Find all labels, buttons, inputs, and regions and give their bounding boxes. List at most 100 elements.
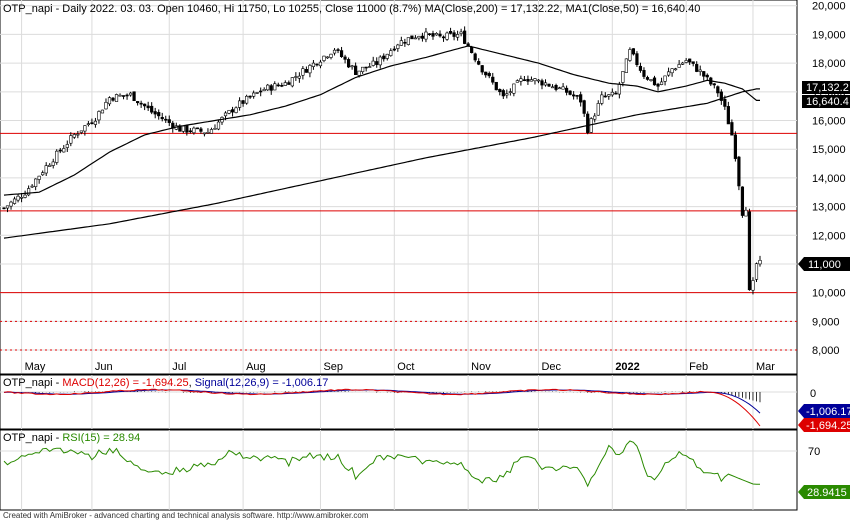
candle-body bbox=[185, 125, 189, 133]
rsi-70-tick: 70 bbox=[808, 446, 820, 458]
candle-body bbox=[143, 103, 147, 107]
candle-body bbox=[9, 201, 13, 207]
candle-body bbox=[554, 85, 558, 90]
candle-body bbox=[378, 56, 382, 66]
y-tick-label: 18,000 bbox=[812, 58, 846, 70]
candle-body bbox=[670, 68, 674, 74]
ma50-badge: 16,640.4 bbox=[802, 95, 850, 108]
candle-body bbox=[128, 92, 133, 96]
candle-body bbox=[86, 123, 90, 126]
candle-body bbox=[354, 65, 358, 75]
candle-body bbox=[30, 185, 34, 188]
candle-body bbox=[712, 83, 716, 86]
candle-body bbox=[55, 150, 59, 163]
candle-body bbox=[674, 68, 678, 71]
candle-body bbox=[107, 97, 112, 105]
candle-body bbox=[681, 62, 685, 65]
candle-body bbox=[385, 53, 389, 59]
candle-body bbox=[19, 196, 24, 199]
candle-body bbox=[357, 70, 361, 76]
candle-body bbox=[329, 53, 333, 58]
candle-body bbox=[593, 115, 597, 120]
candle-body bbox=[368, 66, 372, 68]
x-tick-Aug: Aug bbox=[246, 361, 266, 373]
candle-body bbox=[245, 95, 249, 104]
candle-body bbox=[304, 69, 309, 73]
candle-body bbox=[287, 82, 291, 85]
candle-body bbox=[111, 97, 115, 101]
candle-body bbox=[364, 66, 368, 69]
candle-body bbox=[758, 260, 762, 265]
candle-body bbox=[477, 61, 481, 65]
macd-zero-tick: 0 bbox=[810, 388, 816, 400]
last-close-badge: 11,000 bbox=[798, 256, 850, 271]
candle-body bbox=[540, 80, 544, 86]
x-tick-Oct: Oct bbox=[397, 361, 414, 373]
candle-body bbox=[744, 209, 748, 217]
candle-body bbox=[635, 53, 639, 65]
macd-badge-text: -1,694.25 bbox=[806, 420, 850, 432]
candle-body bbox=[255, 92, 259, 94]
candle-body bbox=[132, 91, 136, 102]
candle-body bbox=[97, 111, 101, 121]
candle-body bbox=[740, 186, 745, 216]
candle-body bbox=[280, 85, 284, 87]
month-axis: May Jun Jul Aug Sep Oct Nov Dec 2022 Feb Mar bbox=[25, 361, 776, 373]
candle-body bbox=[754, 263, 759, 280]
macd-line bbox=[3, 388, 761, 427]
candle-body bbox=[72, 134, 76, 138]
macd-panel-frame bbox=[0, 374, 798, 430]
candle-body bbox=[396, 44, 400, 49]
candle-body bbox=[371, 60, 375, 66]
candle-body bbox=[188, 130, 192, 133]
support-lines bbox=[0, 132, 797, 351]
candle-body bbox=[533, 78, 537, 82]
candle-body bbox=[121, 95, 126, 97]
candle-body bbox=[459, 31, 463, 34]
rsi-series bbox=[3, 440, 760, 488]
candle-body bbox=[118, 94, 122, 97]
candle-body bbox=[227, 110, 231, 114]
candle-body bbox=[730, 122, 734, 136]
footer-credit: Created with AmiBroker - advanced charti… bbox=[3, 511, 369, 520]
candle-body bbox=[336, 49, 340, 51]
macd-series bbox=[3, 388, 761, 427]
candle-body bbox=[445, 32, 449, 40]
candle-body bbox=[34, 178, 38, 187]
candle-body bbox=[51, 161, 55, 166]
candle-body bbox=[572, 94, 576, 97]
candle-body bbox=[195, 127, 199, 130]
candle-body bbox=[473, 53, 477, 61]
y-tick-label: 19,000 bbox=[812, 29, 846, 41]
candle-body bbox=[522, 79, 527, 81]
candle-body bbox=[614, 92, 618, 95]
candle-body bbox=[346, 59, 351, 68]
candle-body bbox=[751, 280, 755, 291]
candle-body bbox=[691, 61, 695, 64]
candle-body bbox=[318, 61, 323, 67]
candle-body bbox=[27, 188, 31, 196]
candle-body bbox=[150, 105, 154, 113]
candle-body bbox=[586, 113, 590, 133]
ma200-line bbox=[3, 88, 760, 239]
candle-body bbox=[463, 30, 467, 44]
candle-body bbox=[5, 205, 10, 209]
candle-body bbox=[526, 78, 530, 82]
signal-badge: -1,006.17 bbox=[798, 404, 850, 418]
candle-body bbox=[498, 89, 502, 93]
candle-body bbox=[424, 31, 428, 40]
last-close-badge-text: 11,000 bbox=[808, 259, 841, 271]
candle-body bbox=[515, 80, 519, 83]
y-tick-label: 9,000 bbox=[812, 316, 840, 328]
candle-body bbox=[656, 83, 660, 87]
candle-body bbox=[505, 93, 509, 96]
candle-body bbox=[315, 63, 319, 66]
candle-body bbox=[557, 87, 562, 90]
candle-body bbox=[44, 165, 48, 174]
candle-body bbox=[252, 92, 256, 97]
candle-body bbox=[649, 79, 653, 81]
candle-body bbox=[561, 86, 565, 90]
candle-body bbox=[747, 211, 752, 291]
candle-body bbox=[441, 36, 446, 39]
